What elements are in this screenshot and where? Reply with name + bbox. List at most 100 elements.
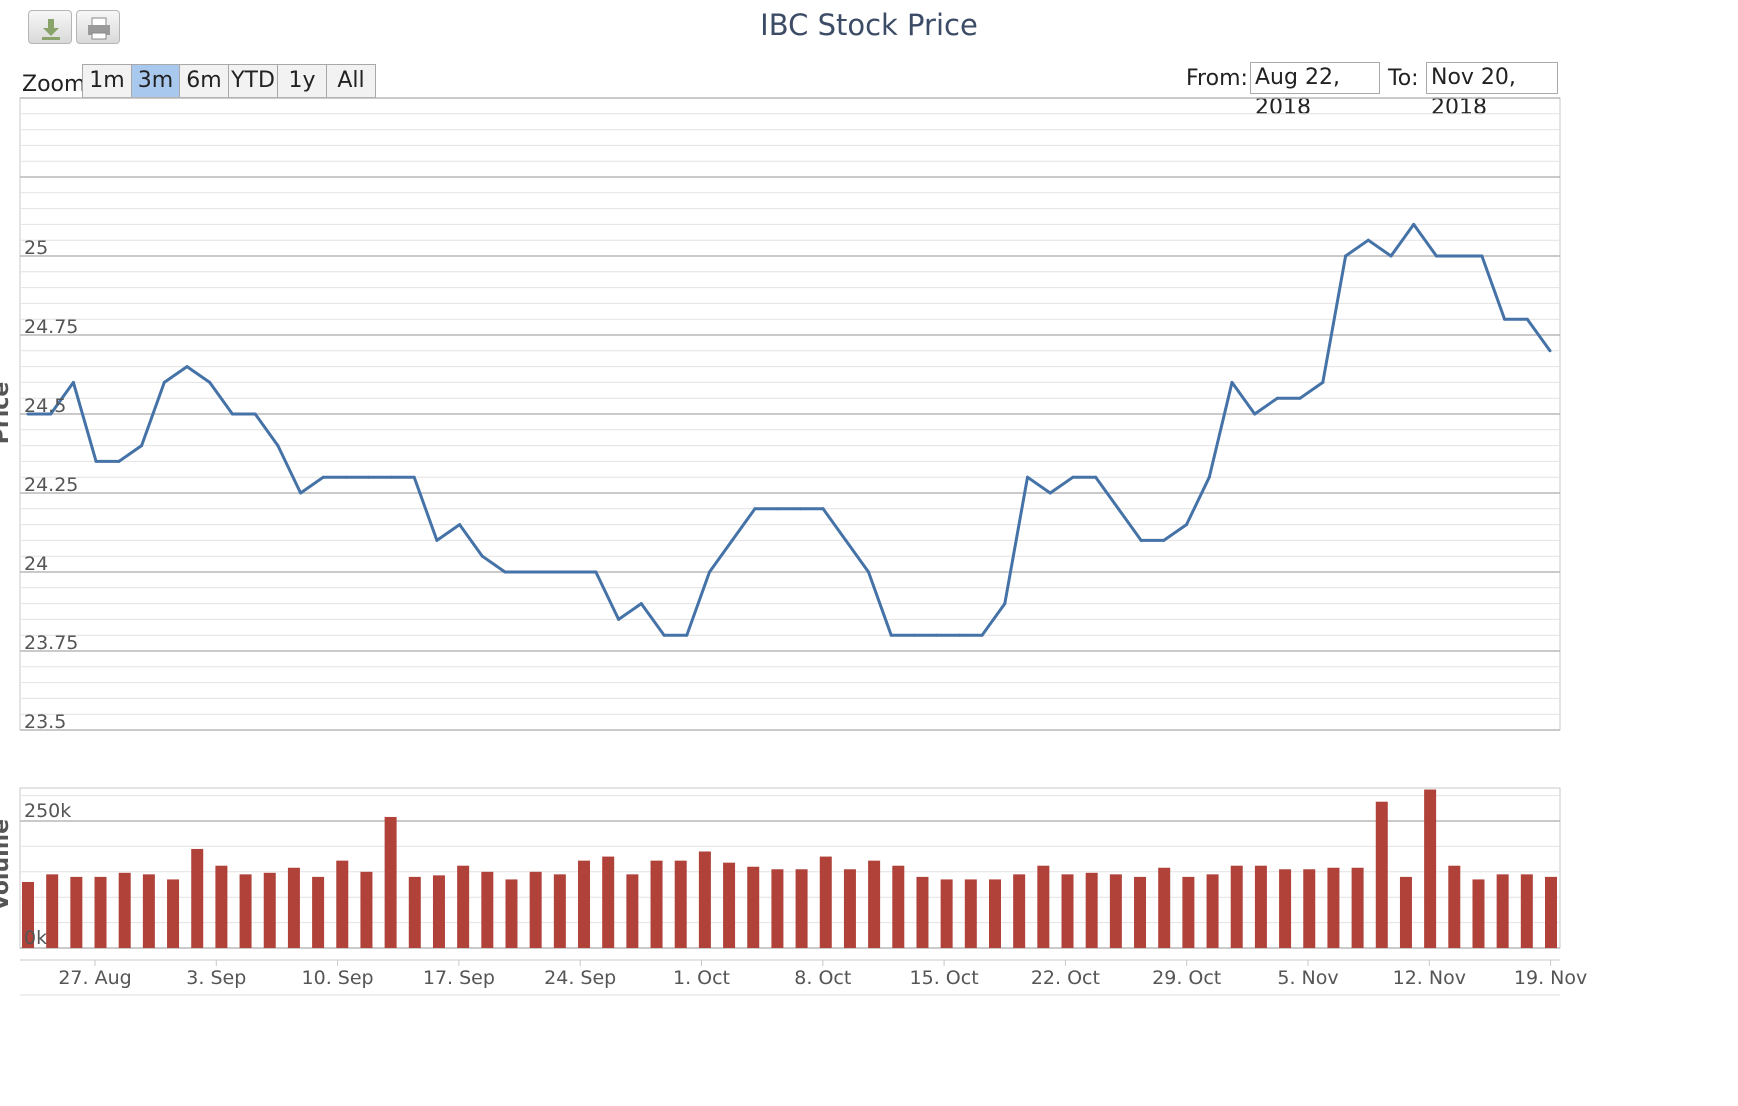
price-point — [867, 570, 871, 574]
volume-bar — [1279, 869, 1292, 948]
price-point — [1162, 538, 1166, 542]
price-point — [912, 633, 916, 637]
volume-bar — [1399, 876, 1412, 948]
volume-bar — [602, 856, 615, 948]
volume-bar — [1375, 801, 1388, 948]
price-point — [253, 412, 257, 416]
volume-bar — [1206, 874, 1219, 948]
price-point — [753, 507, 757, 511]
price-point — [1525, 317, 1529, 321]
price-tick-label: 24 — [24, 553, 48, 575]
to-label: To: — [1388, 66, 1419, 91]
to-date-input[interactable]: Nov 20, 2018 — [1426, 62, 1558, 120]
price-point — [1139, 538, 1143, 542]
volume-bar — [1448, 865, 1461, 948]
price-point — [798, 507, 802, 511]
price-point — [980, 633, 984, 637]
volume-bar — [843, 869, 856, 948]
volume-grid — [19, 787, 1561, 949]
price-point — [639, 602, 643, 606]
price-point — [548, 570, 552, 574]
x-tick-label: 19. Nov — [1514, 967, 1587, 989]
zoom-all-button[interactable]: All — [326, 64, 376, 98]
x-tick-label: 3. Sep — [186, 967, 246, 989]
price-point — [1116, 507, 1120, 511]
print-button[interactable] — [76, 10, 120, 44]
x-tick-label: 24. Sep — [544, 967, 616, 989]
volume-bar — [70, 876, 83, 948]
volume-bar — [988, 879, 1001, 948]
price-point — [1207, 475, 1211, 479]
volume-bar — [1496, 874, 1509, 948]
x-tick-label: 10. Sep — [302, 967, 374, 989]
price-point — [389, 475, 393, 479]
volume-bar — [1351, 867, 1364, 948]
zoom-label: Zoom — [22, 72, 86, 97]
x-tick-label: 29. Oct — [1152, 967, 1221, 989]
volume-bar — [505, 879, 518, 948]
price-point — [1548, 349, 1552, 353]
price-grid — [19, 97, 1561, 731]
volume-bar — [650, 860, 663, 948]
price-point — [208, 380, 212, 384]
volume-bar — [94, 876, 107, 948]
volume-bar — [336, 860, 349, 948]
volume-bar — [46, 874, 59, 948]
zoom-1y-button[interactable]: 1y — [277, 64, 327, 98]
volume-bar — [1545, 876, 1557, 948]
chart-title: IBC Stock Price — [760, 8, 978, 42]
price-point — [1094, 475, 1098, 479]
volume-bar — [964, 879, 977, 948]
x-tick-label: 1. Oct — [673, 967, 730, 989]
volume-bar — [1037, 865, 1050, 948]
volume-bar — [1134, 876, 1147, 948]
price-point — [117, 459, 121, 463]
print-icon — [88, 17, 110, 40]
volume-bar — [360, 871, 373, 948]
volume-bar — [312, 876, 325, 948]
volume-bar — [1085, 872, 1098, 948]
price-point — [844, 538, 848, 542]
volume-bar — [142, 874, 155, 948]
price-point — [1457, 254, 1461, 258]
zoom-3m-button[interactable]: 3m — [131, 64, 180, 98]
price-point — [94, 459, 98, 463]
price-point — [1389, 254, 1393, 258]
price-point — [162, 380, 166, 384]
volume-bar — [457, 865, 470, 948]
volume-bar — [481, 871, 494, 948]
volume-bar — [723, 862, 736, 948]
x-tick-label: 8. Oct — [794, 967, 851, 989]
price-point — [1412, 222, 1416, 226]
price-point — [321, 475, 325, 479]
zoom-1m-button[interactable]: 1m — [82, 64, 132, 98]
price-point — [571, 570, 575, 574]
price-tick-label: 25 — [24, 237, 48, 259]
volume-bar — [191, 848, 204, 948]
price-axis-title: Price — [0, 382, 14, 444]
price-point — [1434, 254, 1438, 258]
volume-bar — [940, 879, 953, 948]
price-point — [458, 523, 462, 527]
price-point — [480, 554, 484, 558]
volume-bar — [771, 869, 784, 948]
zoom-ytd-button[interactable]: YTD — [228, 64, 278, 98]
price-point — [503, 570, 507, 574]
volume-bar — [868, 860, 881, 948]
price-point — [526, 570, 530, 574]
volume-tick-label: 0k — [24, 927, 47, 949]
from-date-input[interactable]: Aug 22, 2018 — [1250, 62, 1380, 120]
price-tick-label: 24.75 — [24, 316, 78, 338]
volume-bar — [215, 865, 228, 948]
price-series-line — [28, 222, 1552, 637]
download-button[interactable] — [28, 10, 72, 44]
volume-bar — [1109, 874, 1122, 948]
price-point — [1275, 396, 1279, 400]
volume-bar — [1013, 874, 1026, 948]
x-tick-label: 12. Nov — [1393, 967, 1466, 989]
price-point — [889, 633, 893, 637]
price-point — [276, 444, 280, 448]
zoom-6m-button[interactable]: 6m — [179, 64, 229, 98]
volume-bar — [1472, 879, 1485, 948]
